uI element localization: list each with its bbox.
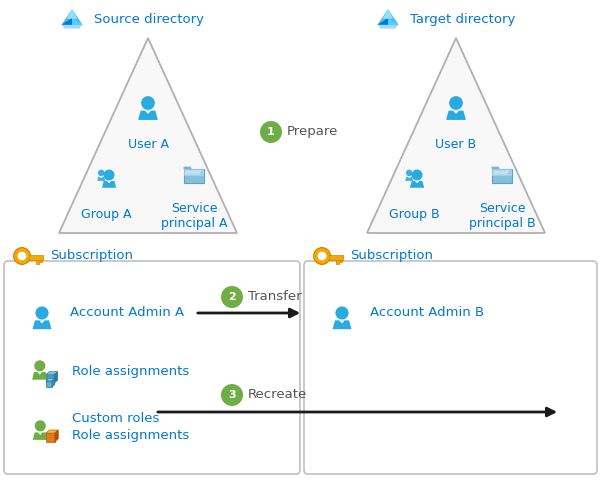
Circle shape <box>450 97 462 109</box>
Text: Group A: Group A <box>81 208 131 221</box>
Text: Role assignments: Role assignments <box>72 366 189 378</box>
Polygon shape <box>38 432 43 435</box>
Polygon shape <box>46 379 55 381</box>
Polygon shape <box>491 166 500 169</box>
Polygon shape <box>39 320 45 324</box>
Polygon shape <box>332 320 352 329</box>
Text: Subscription: Subscription <box>350 250 433 262</box>
Polygon shape <box>52 379 55 387</box>
Text: User A: User A <box>128 138 169 151</box>
Text: Service
principal B: Service principal B <box>469 202 535 230</box>
Text: 1: 1 <box>267 127 275 137</box>
Text: Group B: Group B <box>389 208 439 221</box>
FancyBboxPatch shape <box>491 169 512 175</box>
Circle shape <box>221 286 243 308</box>
Polygon shape <box>46 433 55 442</box>
Text: Subscription: Subscription <box>50 250 133 262</box>
Polygon shape <box>62 24 83 28</box>
Polygon shape <box>32 320 52 329</box>
Polygon shape <box>62 9 83 24</box>
Polygon shape <box>138 110 158 120</box>
Text: Source directory: Source directory <box>94 12 204 26</box>
Circle shape <box>99 170 104 175</box>
Polygon shape <box>29 255 43 260</box>
Text: Target directory: Target directory <box>410 12 515 26</box>
Polygon shape <box>40 260 43 262</box>
Polygon shape <box>72 18 83 25</box>
Text: Account Admin B: Account Admin B <box>370 306 484 320</box>
Text: Service
principal A: Service principal A <box>161 202 227 230</box>
Polygon shape <box>388 18 398 25</box>
Polygon shape <box>408 177 410 178</box>
Polygon shape <box>410 181 424 188</box>
Text: Transfer: Transfer <box>248 290 302 304</box>
Polygon shape <box>184 166 192 169</box>
Polygon shape <box>377 24 398 28</box>
Polygon shape <box>32 372 47 380</box>
Polygon shape <box>367 38 545 233</box>
Circle shape <box>407 170 412 175</box>
Text: 3: 3 <box>228 390 236 400</box>
FancyBboxPatch shape <box>491 169 512 184</box>
Polygon shape <box>100 177 103 178</box>
Polygon shape <box>46 430 58 433</box>
Circle shape <box>412 170 422 180</box>
Polygon shape <box>59 38 237 233</box>
Polygon shape <box>37 372 42 374</box>
Text: Prepare: Prepare <box>287 126 338 138</box>
Circle shape <box>317 252 326 260</box>
Polygon shape <box>102 181 116 188</box>
Polygon shape <box>46 372 58 374</box>
Polygon shape <box>446 110 466 120</box>
FancyBboxPatch shape <box>4 261 300 474</box>
Polygon shape <box>377 9 398 24</box>
Polygon shape <box>107 181 111 184</box>
Polygon shape <box>185 170 202 174</box>
FancyBboxPatch shape <box>184 169 205 175</box>
Text: User B: User B <box>436 138 476 151</box>
Polygon shape <box>405 177 413 181</box>
FancyBboxPatch shape <box>184 169 205 184</box>
Circle shape <box>35 361 44 370</box>
Circle shape <box>36 307 48 319</box>
Text: Custom roles
Role assignments: Custom roles Role assignments <box>72 412 189 442</box>
Circle shape <box>221 384 243 406</box>
Polygon shape <box>145 110 151 114</box>
Polygon shape <box>37 260 39 264</box>
Polygon shape <box>46 374 55 383</box>
Polygon shape <box>383 9 393 18</box>
Polygon shape <box>62 18 72 25</box>
Circle shape <box>35 421 45 430</box>
Polygon shape <box>329 255 343 260</box>
Circle shape <box>104 170 114 180</box>
Text: 2: 2 <box>228 292 236 302</box>
Polygon shape <box>339 320 345 324</box>
Polygon shape <box>337 260 339 264</box>
FancyBboxPatch shape <box>304 261 597 474</box>
Polygon shape <box>415 181 419 184</box>
Text: Recreate: Recreate <box>248 388 307 402</box>
Polygon shape <box>55 430 58 442</box>
Polygon shape <box>67 9 77 18</box>
Text: Account Admin A: Account Admin A <box>70 306 184 320</box>
Polygon shape <box>377 18 388 25</box>
Polygon shape <box>33 432 48 440</box>
Circle shape <box>142 97 154 109</box>
Circle shape <box>14 248 31 264</box>
Circle shape <box>314 248 331 264</box>
Circle shape <box>260 121 282 143</box>
Circle shape <box>336 307 348 319</box>
Polygon shape <box>340 260 343 262</box>
Circle shape <box>17 252 26 260</box>
Polygon shape <box>493 170 509 174</box>
Polygon shape <box>97 177 105 181</box>
Polygon shape <box>453 110 459 114</box>
Polygon shape <box>46 381 52 387</box>
Polygon shape <box>55 372 58 383</box>
